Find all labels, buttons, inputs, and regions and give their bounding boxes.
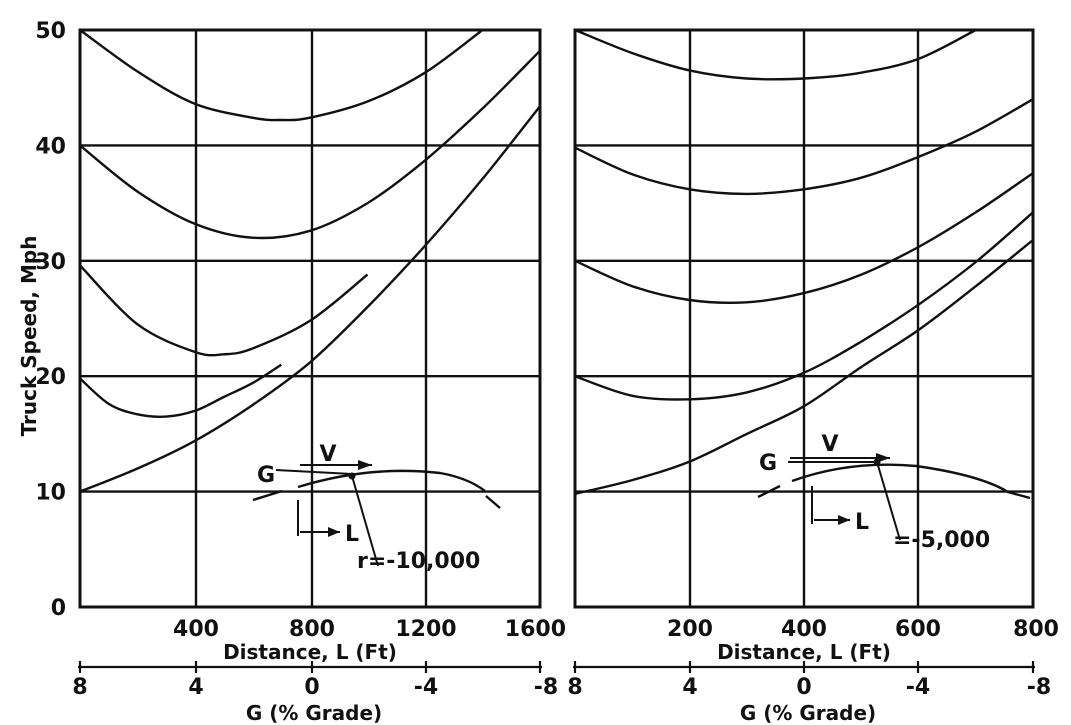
inset-v-label: V [319,442,336,467]
y-tick-label: 10 [35,481,66,506]
speed-curve-3 [79,264,369,357]
velocity-arrowhead [358,460,372,470]
y-tick-label: 40 [35,134,66,159]
vertical-curve-profile [757,463,1031,500]
length-arrowhead [838,515,850,525]
x-tick-label: 1600 [505,617,566,642]
x-axis-label: Distance, L (Ft) [223,640,397,664]
x-tick-label: 1200 [395,617,456,642]
inset-l-label: L [855,510,869,535]
grade-tick-label: 8 [567,675,582,700]
x-tick-label: 400 [173,617,219,642]
right-panel: 200 400 600 800 Distance, L (Ft) 8 4 0 -4 -8 G (% … [567,28,1059,725]
grade-tick-label: 0 [304,675,319,700]
speed-curve-1 [79,29,484,122]
profile-inset: G V Lr=-10,000 [250,439,501,574]
inset-area [250,439,500,557]
x-tick-label: 600 [895,617,941,642]
grade-tick-label: 8 [72,675,87,700]
inset-l-label: L [345,522,359,547]
grade-tick-label: -8 [534,675,558,700]
y-axis-label: Truck Speed, Mph [17,236,41,437]
inset-radius-label: =-5,000 [893,528,990,553]
y-tick-label: 0 [51,596,66,621]
grade-tick-label: -8 [1027,675,1051,700]
speed-curve-4 [574,211,1034,401]
grade-tick-label: -4 [906,675,930,700]
speed-curve-5 [574,239,1034,496]
length-arrowhead [328,527,340,537]
profile-inset: G V L =-5,000 [757,432,1031,553]
radius-leader [876,461,901,541]
x-tick-label: 800 [289,617,335,642]
grade-tick-label: 4 [188,675,203,700]
x-axis-label: Distance, L (Ft) [717,640,891,664]
x-tick-label: 400 [781,617,827,642]
y-tick-label: 20 [35,365,66,390]
y-tick-label: 50 [35,19,66,44]
inset-v-label: V [821,432,838,457]
x-tick-label: 800 [1013,617,1059,642]
grade-tick-label: 0 [796,675,811,700]
inset-radius-label: r=-10,000 [357,549,480,574]
x-tick-label: 200 [667,617,713,642]
radius-leader [351,475,379,567]
grade-axis-label: G (% Grade) [246,701,382,725]
speed-curve-4 [79,363,282,418]
grade-line [275,469,353,475]
plot-frame [78,28,542,609]
inset-g-label: G [759,451,777,476]
grade-tick-label: 4 [682,675,697,700]
vertical-curve-profile [252,469,501,509]
speed-curve-2 [79,49,541,240]
y-tick-label: 30 [35,250,66,275]
speed-curve-2 [574,98,1034,196]
inset-g-label: G [257,463,275,488]
grade-tick-label: -4 [414,675,438,700]
speed-curve-5 [79,105,541,493]
grade-axis-label: G (% Grade) [740,701,876,725]
speed-curve-3 [574,172,1034,305]
plot-frame [573,28,1035,609]
speed-curve-1 [574,28,977,81]
